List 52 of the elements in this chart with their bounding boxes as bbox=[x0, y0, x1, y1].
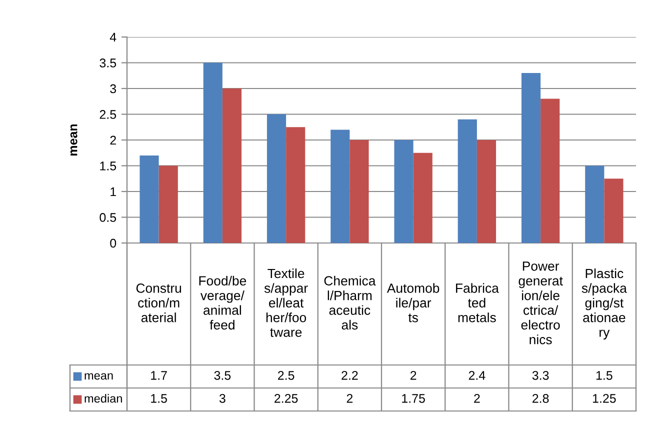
data-label: 1.7 bbox=[151, 371, 167, 380]
bar bbox=[413, 152, 432, 243]
data-label: 2.5 bbox=[278, 371, 294, 380]
bar bbox=[350, 140, 369, 243]
bar bbox=[394, 140, 414, 243]
x-tick-label: Construction/material bbox=[136, 284, 182, 322]
y-tick-label: 2 bbox=[110, 136, 116, 145]
data-label: 2.2 bbox=[342, 371, 358, 380]
y-tick-label: 4 bbox=[110, 32, 116, 42]
y-axis-title: mean bbox=[70, 124, 78, 156]
x-tick-label: Power generation/electrica/electronics bbox=[518, 262, 563, 344]
data-label: 1.5 bbox=[596, 371, 612, 380]
bar bbox=[330, 130, 350, 243]
data-label: 2.8 bbox=[532, 394, 549, 403]
bar bbox=[585, 166, 604, 243]
bar bbox=[521, 73, 541, 243]
y-tick-label: 0.5 bbox=[100, 213, 116, 222]
data-label: 2.25 bbox=[274, 394, 298, 403]
bar bbox=[286, 127, 306, 243]
x-tick-label: Chemical/Pharmaceuticals bbox=[324, 276, 376, 330]
data-label: 3.3 bbox=[532, 371, 549, 380]
y-tick-label: 3.5 bbox=[100, 58, 116, 68]
bar bbox=[604, 178, 624, 243]
bar bbox=[476, 140, 496, 243]
data-label: 1.75 bbox=[402, 394, 425, 403]
data-label: 1.25 bbox=[592, 394, 616, 403]
bar bbox=[222, 88, 242, 243]
data-label: 3.5 bbox=[214, 371, 231, 380]
x-tick-label: Fabricated metals bbox=[456, 283, 499, 322]
bar bbox=[203, 62, 222, 243]
bar bbox=[266, 114, 286, 243]
data-label: 2.4 bbox=[468, 371, 486, 380]
x-tick-label: Automobile/parts bbox=[386, 283, 440, 322]
y-tick-label: 1 bbox=[110, 187, 116, 196]
data-label: 2 bbox=[410, 371, 416, 380]
bar bbox=[158, 166, 178, 243]
x-tick-label: Textiles/apparel/leather/footware bbox=[264, 268, 308, 337]
data-label: 3 bbox=[219, 394, 226, 403]
bar bbox=[540, 98, 560, 243]
bar bbox=[458, 119, 477, 243]
legend-label: mean bbox=[84, 373, 113, 380]
data-label: 2 bbox=[474, 394, 480, 403]
y-tick-label: 1.5 bbox=[100, 162, 116, 170]
x-tick-label: Plastics/packaging/stationaery bbox=[582, 268, 627, 340]
data-label: 2 bbox=[346, 394, 353, 403]
x-tick-label: Food/beverage/animal feed bbox=[199, 276, 246, 330]
bar bbox=[140, 155, 159, 243]
y-tick-label: 2.5 bbox=[100, 110, 116, 119]
y-tick-label: 0 bbox=[110, 238, 116, 248]
legend-label: median bbox=[84, 394, 122, 403]
y-tick-label: 3 bbox=[110, 84, 116, 94]
data-label: 1.5 bbox=[151, 394, 167, 403]
